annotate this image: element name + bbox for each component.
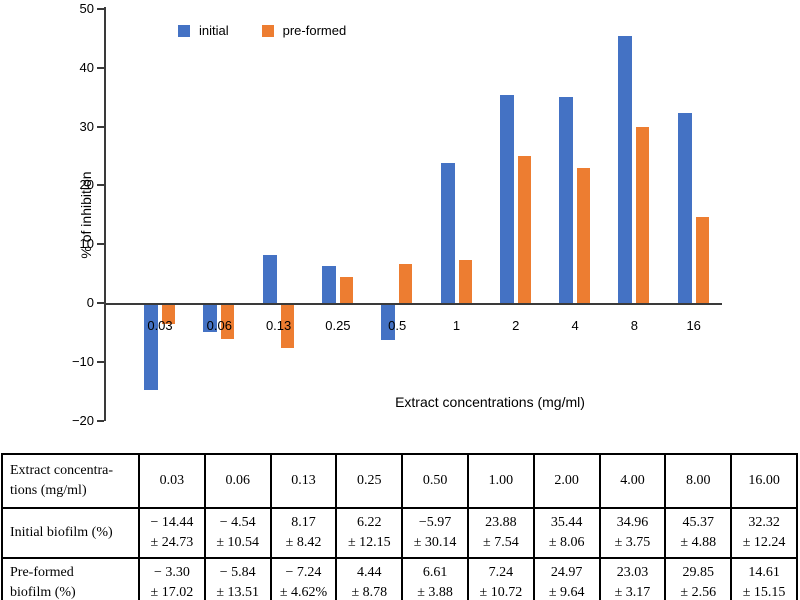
table-row: Pre-formed biofilm (%) − 3.30 ± 17.02− 5.84… (1, 557, 798, 600)
bar-initial-0.03 (144, 305, 158, 390)
table-cell: − 7.24 ± 4.62% (269, 557, 338, 600)
bar-pre-formed-0.25 (339, 276, 353, 303)
bar-initial-0.25 (321, 266, 336, 303)
legend-item-preformed: pre-formed (261, 23, 347, 38)
table-cell: − 3.30 ± 17.02 (138, 557, 206, 600)
x-category-label: 0.03 (147, 318, 173, 333)
bar-initial-16 (677, 112, 692, 303)
table-cell: 4.44 ± 8.78 (335, 557, 404, 600)
y-tick-label: 20 (79, 177, 94, 193)
table-cell: 45.37 ± 4.88 (664, 507, 733, 559)
y-tick-label: 30 (79, 118, 94, 134)
legend-item-initial: initial (178, 23, 229, 38)
table-cell: − 14.44 ± 24.73 (138, 507, 206, 559)
table-cell: 6.22 ± 12.15 (335, 507, 404, 559)
y-tick-label: −10 (71, 353, 94, 369)
chart-legend: initial pre-formed (178, 23, 346, 38)
bar-pre-formed-16 (695, 217, 709, 303)
x-category-label: 4 (571, 318, 579, 333)
bar-pre-formed-0.13 (280, 305, 294, 348)
table-header-label: Extract concentra-tions (mg/ml) (1, 453, 140, 509)
y-tick-label: 50 (79, 1, 94, 16)
table-header-cell: 0.03 (138, 453, 206, 509)
x-category-label: 0.06 (206, 318, 232, 333)
table-header-cell: 0.50 (401, 453, 469, 509)
table-cell: 14.61 ± 15.15 (730, 557, 798, 600)
table-header-cell: 0.25 (335, 453, 404, 509)
table-cell: 34.96 ± 3.75 (598, 507, 667, 559)
y-tick-mark (97, 184, 104, 187)
x-category-label: 8 (630, 318, 638, 333)
y-tick-mark (97, 360, 104, 363)
table-row: Initial biofilm (%) − 14.44 ± 24.73− 4.54 ±… (1, 507, 798, 559)
legend-swatch-preformed-icon (261, 24, 274, 37)
y-tick-mark (97, 419, 104, 422)
table-row-label: Pre-formed biofilm (%) (1, 557, 140, 600)
plot-area: 50 40 30 20 10 0 −10 −20 0.03 0.06 0.13 0.25 0.5 1 2 4 8… (71, 1, 722, 428)
table-cell: 35.44 ± 8.06 (532, 507, 601, 559)
y-tick-mark (97, 8, 104, 10)
x-category-label: 2 (512, 318, 520, 333)
x-zero-line (104, 303, 722, 305)
table-cell: −5.97 ± 30.14 (401, 507, 469, 559)
bar-pre-formed-8 (636, 127, 650, 303)
table-header-cell: 2.00 (532, 453, 601, 509)
data-table: Extract concentra-tions (mg/ml) 0.03 0.06 0… (1, 453, 798, 600)
legend-label-initial: initial (199, 23, 229, 38)
x-category-label: 0.5 (388, 318, 407, 333)
y-tick-mark (97, 66, 104, 69)
table-row-header: Extract concentra-tions (mg/ml) 0.03 0.06 0… (1, 453, 798, 509)
bar-initial-1 (440, 162, 455, 303)
table-cell: 7.24 ± 10.72 (466, 557, 535, 600)
x-category-label: 1 (452, 318, 461, 333)
table-cell: 23.88 ± 7.54 (466, 507, 535, 559)
bar-pre-formed-0.03 (162, 305, 175, 325)
x-category-label: 0.25 (325, 318, 351, 333)
x-axis-title: Extract concentrations (mg/ml) (395, 394, 585, 410)
y-tick-label: −20 (71, 412, 94, 428)
table-cell: 23.03 ± 3.17 (598, 557, 667, 600)
table-header-cell: 1.00 (466, 453, 535, 509)
table-header-cell: 0.13 (269, 453, 338, 509)
bar-pre-formed-0.5 (399, 264, 413, 303)
y-tick-mark (97, 302, 104, 304)
bar-pre-formed-0.06 (221, 305, 235, 340)
bar-pre-formed-2 (517, 156, 531, 303)
bar-initial-4 (559, 97, 574, 303)
y-tick-mark (97, 125, 104, 128)
bar-pre-formed-4 (577, 167, 591, 303)
bar-pre-formed-1 (458, 260, 472, 303)
y-tick-label: 10 (79, 236, 94, 252)
table-cell: 32.32 ± 12.24 (730, 507, 798, 559)
table-cell: 24.97 ± 9.64 (532, 557, 601, 600)
bar-chart: initial pre-formed % of inhibition Extra… (71, 1, 722, 428)
x-category-label: 0.13 (265, 318, 292, 333)
table-cell: 6.61 ± 3.88 (401, 557, 469, 600)
table-cell: − 4.54 ± 10.54 (203, 507, 272, 559)
bar-initial-0.06 (203, 305, 218, 332)
table-header-cell: 0.06 (203, 453, 272, 509)
table-row-label: Initial biofilm (%) (1, 507, 140, 559)
y-tick-label: 40 (79, 59, 94, 75)
table-header-cell: 16.00 (730, 453, 798, 509)
bar-initial-2 (499, 94, 514, 303)
table-header-cell: 8.00 (664, 453, 733, 509)
x-category-label: 16 (686, 318, 701, 333)
bar-initial-8 (618, 36, 633, 303)
legend-swatch-initial-icon (178, 24, 190, 37)
y-tick-mark (97, 243, 104, 246)
legend-label-preformed: pre-formed (282, 23, 347, 38)
y-tick-label: 0 (86, 295, 94, 310)
table-cell: − 5.84 ± 13.51 (203, 557, 272, 600)
table-cell: 29.85 ± 2.56 (664, 557, 733, 600)
table-cell: 8.17 ± 8.42 (269, 507, 338, 559)
y-axis-line (104, 7, 106, 421)
table-header-cell: 4.00 (598, 453, 667, 509)
bar-initial-0.5 (381, 305, 396, 341)
bar-initial-0.13 (262, 254, 277, 303)
